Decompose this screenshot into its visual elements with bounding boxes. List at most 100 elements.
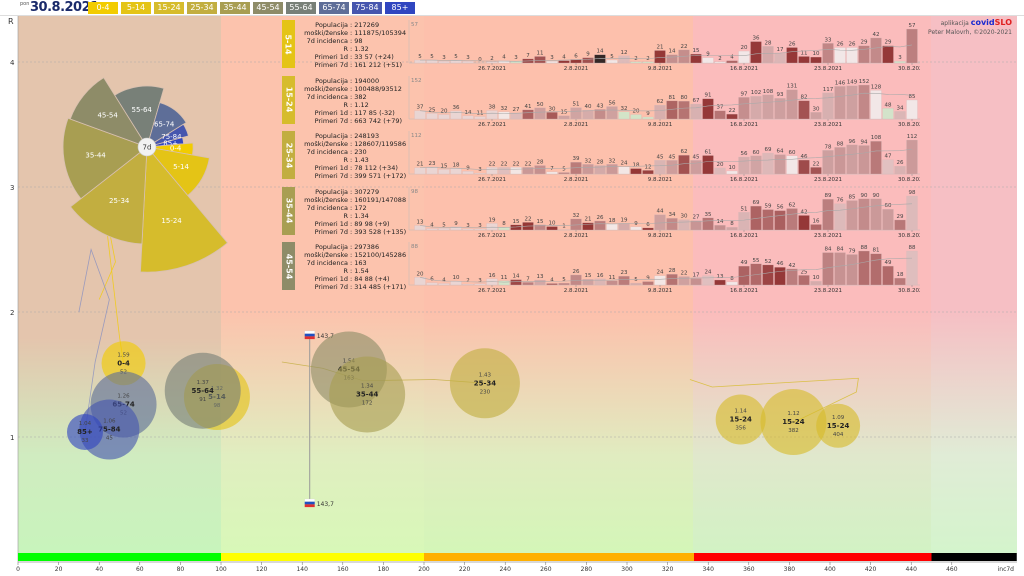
bar-label: 84 bbox=[837, 247, 844, 253]
bar-label: 2 bbox=[466, 278, 470, 284]
bar bbox=[498, 60, 510, 64]
legend-chip-5-14[interactable]: 5-14 bbox=[121, 2, 151, 14]
pie-slice-label: 15-24 bbox=[161, 217, 182, 225]
bar-label: 7 bbox=[526, 276, 530, 282]
bar-label: 36 bbox=[453, 104, 460, 110]
bar bbox=[774, 97, 786, 119]
pie-slice-15-24[interactable]: 15-24 bbox=[140, 145, 228, 273]
bar-label: 49 bbox=[741, 260, 748, 266]
pie-slice-35-44[interactable]: 35-44 bbox=[62, 117, 148, 200]
pie-slice-75-84[interactable]: 75-84 bbox=[146, 123, 189, 148]
bar-label: 32 bbox=[573, 212, 580, 218]
date-label: 26.7.2021 bbox=[478, 122, 506, 128]
date-label: 16.8.2021 bbox=[730, 122, 758, 128]
legend-chip-75-84[interactable]: 75-84 bbox=[352, 2, 382, 14]
bar bbox=[762, 264, 774, 286]
x-tick-label: 400 bbox=[824, 566, 836, 573]
brand-covid: covid bbox=[970, 18, 995, 27]
date-label: 30.8.2021 bbox=[898, 233, 920, 239]
bar-label: 23 bbox=[621, 270, 628, 276]
bar-label: 94 bbox=[861, 139, 868, 145]
info-value-text: 307279 bbox=[354, 187, 380, 196]
date-label: 2.8.2021 bbox=[564, 66, 589, 72]
bubble-inc: 382 bbox=[788, 428, 799, 434]
bar bbox=[510, 167, 522, 175]
bar bbox=[774, 209, 786, 230]
bar bbox=[630, 168, 642, 175]
legend-chip-15-24[interactable]: 15-24 bbox=[154, 2, 184, 14]
date-label: 23.8.2021 bbox=[814, 233, 842, 239]
pie-slice-65-74[interactable]: 65-74 bbox=[146, 102, 187, 148]
legend-chip-85plus[interactable]: 85+ bbox=[385, 2, 415, 14]
legend-chip-35-44[interactable]: 35-44 bbox=[220, 2, 250, 14]
info-label: R bbox=[343, 100, 348, 109]
bar bbox=[522, 167, 534, 175]
bar-label: 81 bbox=[873, 248, 880, 254]
legend-chip-0-4[interactable]: 0-4 bbox=[88, 2, 118, 14]
bar-label: 29 bbox=[885, 40, 892, 46]
legend-chip-45-54[interactable]: 45-54 bbox=[253, 2, 283, 14]
pie-slice-25-34[interactable]: 25-34 bbox=[69, 146, 148, 245]
bubble-group: 15-24 bbox=[782, 418, 805, 426]
legend-chip-65-74[interactable]: 65-74 bbox=[319, 2, 349, 14]
trail-85+ bbox=[78, 248, 110, 433]
legend-chip-25-34[interactable]: 25-34 bbox=[187, 2, 217, 14]
bar bbox=[546, 61, 558, 64]
info-value-text: 1.12 bbox=[354, 100, 369, 109]
info-value: : 100488/93512 bbox=[350, 84, 402, 93]
info-label: Populacija bbox=[315, 132, 348, 140]
bar-label: 22 bbox=[525, 161, 532, 167]
x-tick-label: 140 bbox=[296, 566, 308, 573]
reference-label: 143,7 bbox=[317, 501, 334, 508]
info-row: R: 1.32 bbox=[300, 45, 406, 53]
bar-label: 15 bbox=[441, 163, 448, 169]
panel-info: Populacija: 307279 moški/ženske: 160191/1… bbox=[300, 188, 406, 236]
panel-bar-chart: 112 21 23 15 18 9 3 22 22 22 22 28 7 5 39 32 28 32 24 18 12 4… bbox=[408, 131, 920, 183]
bubble-r: 1.12 bbox=[787, 411, 799, 417]
bar bbox=[822, 198, 834, 230]
x-tick-label: 360 bbox=[743, 566, 755, 573]
bar bbox=[618, 275, 630, 286]
info-row: R: 1.43 bbox=[300, 156, 406, 164]
panel-25-34: 25-34 Populacija: 248193 moški/ženske: 128… bbox=[280, 129, 920, 183]
bar-label: 149 bbox=[847, 79, 858, 85]
date-label: 26.7.2021 bbox=[478, 288, 506, 294]
bar-label: 9 bbox=[586, 52, 590, 58]
pie-slice-45-54[interactable]: 45-54 bbox=[69, 77, 148, 148]
bar bbox=[462, 284, 474, 286]
bar-label: 42 bbox=[873, 32, 880, 38]
date-label: 26.7.2021 bbox=[478, 233, 506, 239]
bar bbox=[690, 219, 702, 230]
legend-chip-55-64[interactable]: 55-64 bbox=[286, 2, 316, 14]
bar-label: 14 bbox=[717, 219, 724, 225]
bar-label: 15 bbox=[693, 48, 700, 54]
bar bbox=[450, 226, 462, 230]
bar bbox=[654, 275, 666, 286]
bar-label: 3 bbox=[478, 167, 482, 173]
current-date[interactable]: 30.8.2021 bbox=[30, 0, 99, 15]
bar bbox=[702, 155, 714, 175]
bar-label: 22 bbox=[729, 108, 736, 114]
bar bbox=[498, 167, 510, 175]
bar-label: 8 bbox=[730, 221, 734, 227]
bar bbox=[450, 168, 462, 175]
bar-label: 67 bbox=[693, 98, 700, 104]
bar bbox=[690, 160, 702, 175]
bar bbox=[774, 52, 786, 64]
plot-background bbox=[18, 16, 1017, 553]
bar bbox=[642, 227, 654, 230]
pie-slice-label: 55-64 bbox=[132, 106, 153, 114]
bar-label: 55 bbox=[753, 258, 760, 264]
bar-label: 37 bbox=[417, 104, 424, 110]
info-label: moški/ženske bbox=[304, 140, 348, 148]
avg-line bbox=[419, 203, 913, 228]
bar-label: 76 bbox=[837, 197, 844, 203]
